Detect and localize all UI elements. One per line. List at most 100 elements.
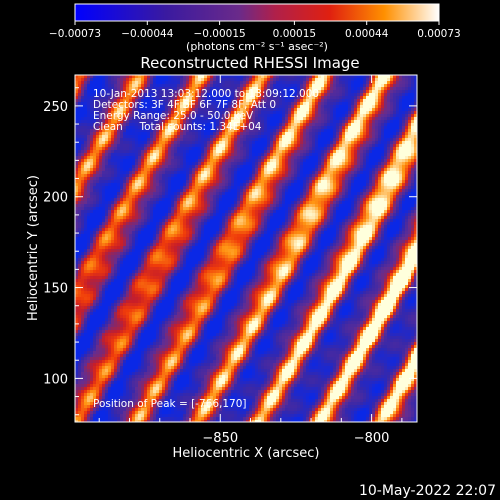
heatmap-cell <box>153 129 157 133</box>
heatmap-cell <box>168 321 172 325</box>
heatmap-cell <box>111 204 115 208</box>
heatmap-cell <box>183 348 187 352</box>
heatmap-cell <box>111 105 115 109</box>
heatmap-cell <box>180 348 184 352</box>
heatmap-cell <box>177 276 181 280</box>
heatmap-cell <box>144 192 148 196</box>
heatmap-cell <box>81 135 85 139</box>
heatmap-cell <box>174 282 178 286</box>
heatmap-cell <box>105 252 109 256</box>
heatmap-cell <box>129 90 133 94</box>
heatmap-cell <box>93 282 97 286</box>
heatmap-cell <box>114 291 118 295</box>
heatmap-cell <box>147 357 151 361</box>
heatmap-cell <box>87 339 91 343</box>
heatmap-cell <box>186 99 190 103</box>
heatmap-cell <box>132 171 136 175</box>
heatmap-cell <box>171 246 175 250</box>
heatmap-cell <box>165 405 169 409</box>
heatmap-cell <box>183 393 187 397</box>
heatmap-cell <box>174 195 178 199</box>
heatmap-cell <box>144 309 148 313</box>
heatmap-cell <box>171 93 175 97</box>
heatmap-cell <box>126 111 130 115</box>
heatmap-cell <box>111 336 115 340</box>
heatmap-cell <box>174 375 178 379</box>
heatmap-cell <box>201 321 205 325</box>
heatmap-cell <box>75 96 79 100</box>
heatmap-cell <box>138 408 142 412</box>
heatmap-cell <box>111 399 115 403</box>
heatmap-cell <box>141 117 145 121</box>
heatmap-cell <box>156 354 160 358</box>
heatmap-cell <box>96 399 100 403</box>
heatmap-cell <box>150 252 154 256</box>
heatmap-cell <box>102 132 106 136</box>
heatmap-cell <box>102 144 106 148</box>
heatmap-cell <box>168 123 172 127</box>
heatmap-cell <box>201 150 205 154</box>
heatmap-cell <box>165 360 169 364</box>
heatmap-cell <box>81 75 85 79</box>
heatmap-cell <box>96 270 100 274</box>
heatmap-cell <box>192 219 196 223</box>
heatmap-cell <box>183 321 187 325</box>
heatmap-cell <box>99 264 103 268</box>
heatmap-cell <box>174 270 178 274</box>
heatmap-cell <box>81 90 85 94</box>
heatmap-cell <box>171 270 175 274</box>
heatmap-cell <box>177 270 181 274</box>
heatmap-cell <box>90 243 94 247</box>
heatmap-cell <box>93 411 97 415</box>
heatmap-cell <box>126 345 130 349</box>
heatmap-cell <box>81 222 85 226</box>
heatmap-cell <box>147 240 151 244</box>
heatmap-cell <box>78 90 82 94</box>
heatmap-cell <box>114 327 118 331</box>
heatmap-cell <box>81 420 85 422</box>
heatmap-cell <box>174 291 178 295</box>
heatmap-cell <box>159 375 163 379</box>
heatmap-cell <box>186 87 190 91</box>
heatmap-cell <box>102 336 106 340</box>
heatmap-cell <box>87 192 91 196</box>
heatmap-cell <box>129 297 133 301</box>
heatmap-cell <box>138 198 142 202</box>
heatmap-cell <box>117 336 121 340</box>
heatmap-cell <box>189 333 193 337</box>
heatmap-cell <box>75 243 79 247</box>
heatmap-cell <box>75 309 79 313</box>
heatmap-cell <box>201 390 205 394</box>
heatmap-cell <box>135 390 139 394</box>
heatmap-cell <box>99 219 103 223</box>
heatmap-cell <box>195 369 199 373</box>
heatmap-cell <box>147 303 151 307</box>
heatmap-cell <box>186 225 190 229</box>
heatmap-cell <box>150 186 154 190</box>
heatmap-cell <box>195 294 199 298</box>
heatmap-cell <box>144 111 148 115</box>
heatmap-cell <box>102 327 106 331</box>
heatmap-cell <box>81 273 85 277</box>
heatmap-cell <box>102 276 106 280</box>
heatmap-cell <box>132 183 136 187</box>
heatmap-cell <box>138 345 142 349</box>
heatmap-cell <box>102 246 106 250</box>
heatmap-cell <box>141 417 145 421</box>
heatmap-cell <box>84 159 88 163</box>
heatmap-cell <box>81 300 85 304</box>
heatmap-cell <box>111 375 115 379</box>
heatmap-cell <box>144 345 148 349</box>
heatmap-cell <box>108 114 112 118</box>
heatmap-cell <box>150 249 154 253</box>
heatmap-cell <box>156 255 160 259</box>
heatmap-cell <box>186 306 190 310</box>
heatmap-cell <box>162 333 166 337</box>
heatmap-cell <box>102 396 106 400</box>
heatmap-cell <box>126 252 130 256</box>
heatmap-cell <box>159 162 163 166</box>
heatmap-cell <box>84 381 88 385</box>
heatmap-cell <box>198 201 202 205</box>
heatmap-cell <box>87 330 91 334</box>
heatmap-cell <box>90 327 94 331</box>
